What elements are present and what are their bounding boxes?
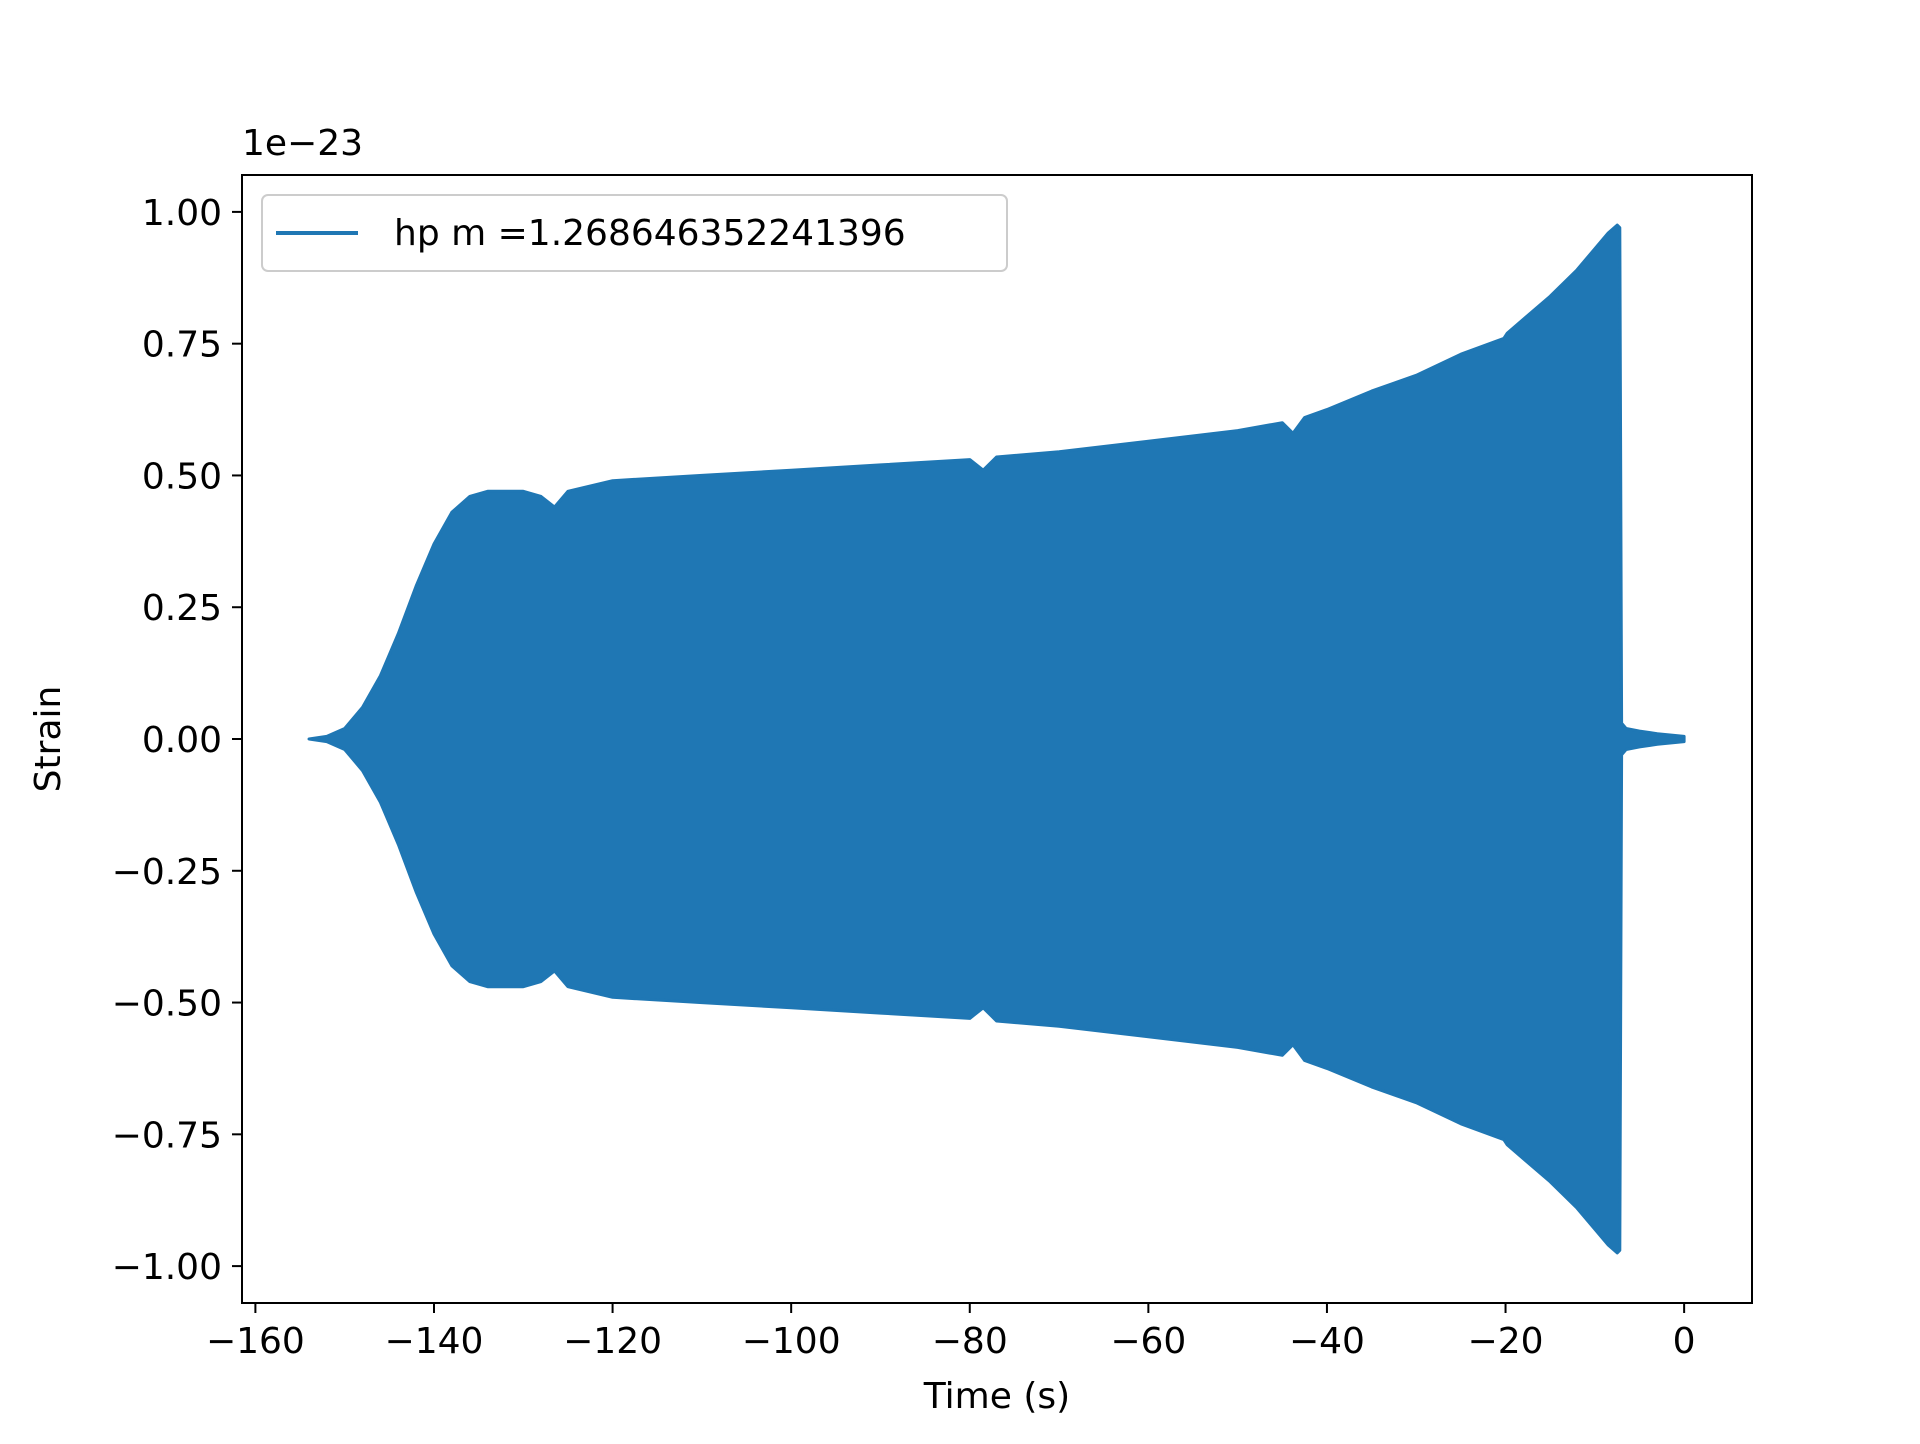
- y-tick-label: 1.00: [142, 193, 222, 234]
- y-offset-text: 1e−23: [242, 123, 363, 164]
- x-tick-label: −120: [563, 1321, 662, 1362]
- x-tick-label: −60: [1110, 1321, 1186, 1362]
- legend-box: [261, 194, 1008, 272]
- y-tick-label: −0.75: [112, 1115, 222, 1156]
- legend: hp m =1.268646352241396: [261, 194, 1008, 272]
- x-tick-label: −160: [206, 1321, 305, 1362]
- y-tick-label: −1.00: [112, 1247, 222, 1288]
- x-tick-label: −20: [1468, 1321, 1544, 1362]
- x-tick-label: −80: [932, 1321, 1008, 1362]
- x-tick-label: 0: [1673, 1321, 1696, 1362]
- y-tick-label: 0.75: [142, 325, 222, 366]
- x-axis-label: Time (s): [923, 1376, 1070, 1417]
- y-tick-label: 0.25: [142, 588, 222, 629]
- waveform-series: [307, 223, 1686, 1255]
- y-tick-label: 0.50: [142, 456, 222, 497]
- x-tick-label: −100: [742, 1321, 841, 1362]
- x-tick-label: −140: [385, 1321, 484, 1362]
- y-tick-label: −0.50: [112, 984, 222, 1025]
- x-tick-label: −40: [1289, 1321, 1365, 1362]
- y-axis-label: Strain: [28, 686, 69, 793]
- plot-area: [307, 223, 1686, 1255]
- y-tick-label: 0.00: [142, 720, 222, 761]
- y-tick-label: −0.25: [112, 852, 222, 893]
- y-axis-ticks: −1.00 −0.75 −0.50 −0.25 0.00 0.25 0.50 0.75 1.00: [112, 193, 242, 1288]
- x-axis-ticks: −160 −140 −120 −100 −80 −60 −40 −20 0: [206, 1303, 1696, 1362]
- legend-label: hp m =1.268646352241396: [394, 213, 906, 254]
